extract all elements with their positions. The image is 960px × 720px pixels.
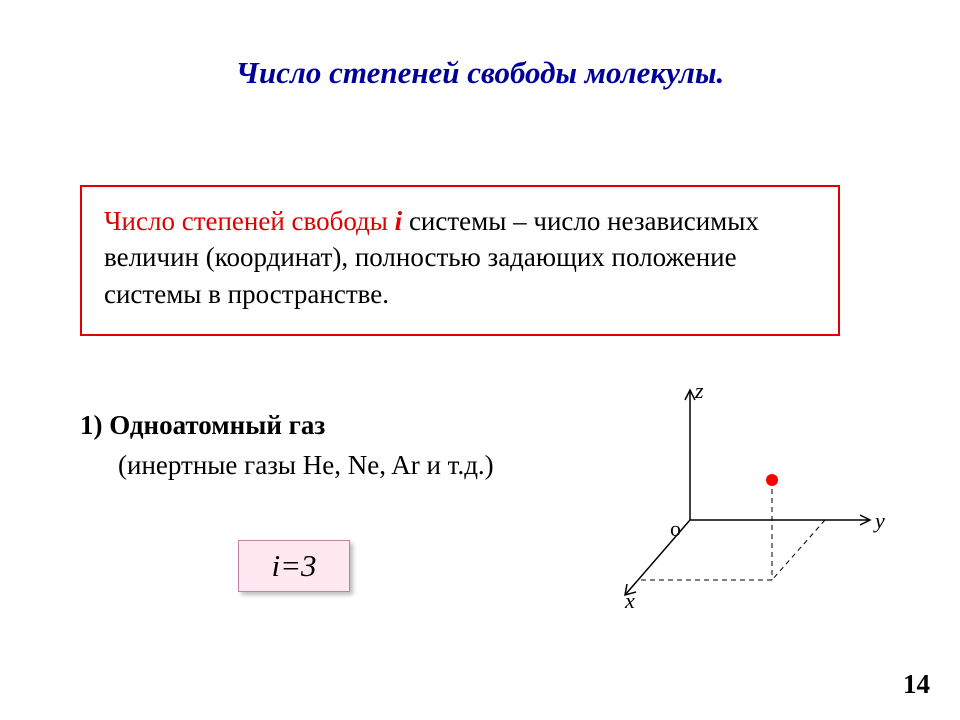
- item-1-sub: (инертные газы He, Ne, Ar и т.д.): [118, 450, 494, 481]
- definition-mid: системы: [402, 206, 513, 236]
- coordinate-diagram: z y x o: [600, 380, 900, 610]
- axis-x-label: x: [624, 588, 635, 610]
- formula-text: i=3: [271, 548, 316, 584]
- formula-box: i=3: [238, 540, 350, 592]
- slide-title: Число степеней свободы молекулы.: [0, 55, 960, 91]
- page-number: 14: [903, 669, 930, 700]
- definition-box: Число степеней свободы i системы – число…: [80, 185, 840, 336]
- item-1-heading: 1) Одноатомный газ: [80, 410, 325, 441]
- axis-y-label: y: [873, 508, 885, 533]
- slide: Число степеней свободы молекулы. Число с…: [0, 0, 960, 720]
- definition-lead: Число степеней свободы: [104, 206, 395, 236]
- origin-label: o: [670, 516, 681, 541]
- axis-z-label: z: [694, 380, 704, 403]
